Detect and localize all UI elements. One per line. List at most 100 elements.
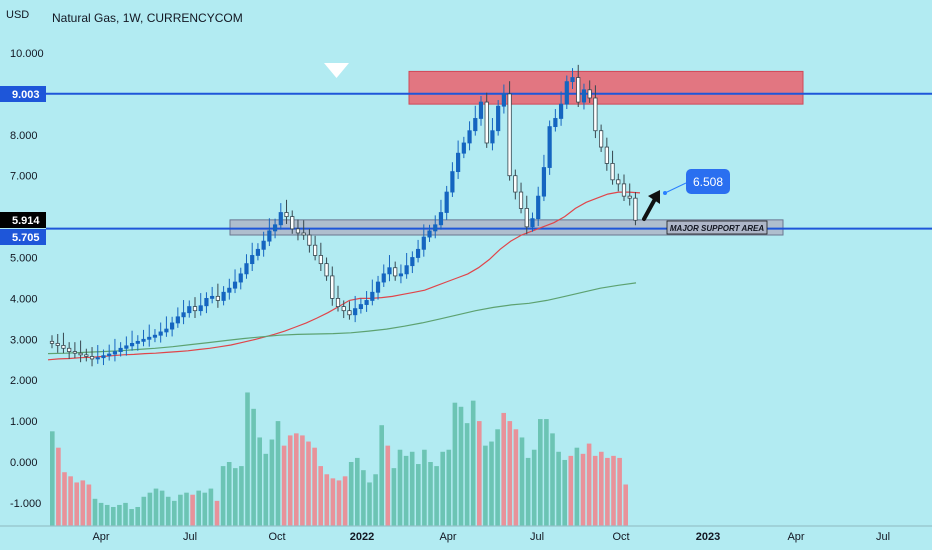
- time-tick-label: Jul: [876, 531, 890, 543]
- target-callout-line: [664, 182, 687, 194]
- volume-bar: [611, 455, 616, 526]
- time-tick-label: Oct: [268, 531, 285, 543]
- volume-bar: [592, 455, 598, 526]
- chart-title[interactable]: Natural Gas, 1W, CURRENCYCOM: [52, 11, 243, 25]
- candle: [107, 344, 112, 361]
- candle: [530, 212, 535, 232]
- candle: [398, 264, 404, 284]
- volume-bar: [257, 437, 262, 526]
- candle: [267, 218, 272, 247]
- volume-bar: [281, 445, 287, 526]
- volume-bar: [184, 492, 189, 526]
- volume-bar: [513, 429, 519, 526]
- candle: [358, 298, 363, 314]
- volume-bar: [452, 402, 458, 526]
- candle: [129, 330, 135, 351]
- candle: [381, 264, 386, 287]
- volume-bar: [324, 474, 330, 526]
- volume-bar: [312, 447, 317, 526]
- candle: [621, 174, 627, 202]
- current-price-badge[interactable]: 5.914: [0, 212, 46, 228]
- volume-bar: [586, 443, 592, 526]
- candle: [250, 242, 255, 271]
- candle: [513, 169, 518, 200]
- volume-bar: [129, 509, 134, 526]
- candle: [581, 83, 587, 110]
- candle: [478, 95, 484, 126]
- candle: [170, 316, 175, 337]
- volume-bar: [519, 437, 525, 526]
- volume-bar: [538, 419, 543, 526]
- volume-bar: [50, 431, 55, 526]
- volume-bar: [562, 459, 567, 526]
- candle: [78, 340, 83, 363]
- volume-bar: [440, 451, 445, 526]
- volume-bar: [416, 464, 421, 526]
- candle: [518, 182, 524, 214]
- volume-bar: [574, 447, 580, 526]
- candle: [507, 81, 512, 181]
- time-axis[interactable]: Apr Jul Oct 2022 Apr Jul Oct 2023 Apr Jul: [92, 531, 890, 543]
- price-tick-label: 0.000: [10, 457, 38, 469]
- volume-bar: [147, 492, 153, 526]
- current-price-text: 5.914: [12, 215, 40, 227]
- candle: [101, 349, 106, 366]
- candle: [553, 109, 558, 132]
- volume-bar: [306, 441, 311, 526]
- candle: [375, 275, 381, 300]
- candle: [496, 100, 501, 136]
- candle: [164, 316, 169, 337]
- candle: [484, 92, 489, 148]
- support-price-badge[interactable]: 5.705: [0, 229, 46, 245]
- candle: [141, 329, 146, 347]
- volume-bar: [92, 498, 98, 526]
- volume-bar: [214, 500, 220, 526]
- zones-layer: [229, 70, 804, 236]
- candle: [410, 251, 415, 274]
- price-tick-label: 7.000: [10, 171, 38, 183]
- volume-bar: [56, 447, 61, 526]
- volume-bar: [525, 457, 531, 526]
- target-price-badge[interactable]: 6.508: [686, 169, 730, 194]
- triangle-down-marker: [324, 63, 349, 78]
- candle: [147, 324, 152, 347]
- candle: [347, 301, 352, 320]
- candle: [633, 192, 638, 226]
- volume-bar: [501, 412, 506, 526]
- candle: [536, 186, 541, 227]
- candle: [67, 342, 72, 359]
- price-tick-label: 5.000: [10, 253, 38, 265]
- candle: [204, 292, 209, 314]
- volume-bar: [428, 462, 433, 526]
- candle: [255, 243, 261, 261]
- candle: [124, 336, 129, 356]
- price-tick-label: 2.000: [10, 375, 38, 387]
- candle: [313, 235, 318, 261]
- candle: [421, 224, 426, 257]
- price-axis[interactable]: 10.0009.0008.0007.0006.0005.0004.0003.00…: [10, 48, 44, 510]
- volume-bar: [117, 504, 122, 526]
- candle: [524, 195, 529, 235]
- candle: [318, 242, 323, 271]
- candle: [221, 286, 226, 306]
- volume-bar: [385, 445, 391, 526]
- currency-label: USD: [6, 9, 29, 21]
- support-price-text: 5.705: [12, 232, 40, 244]
- support-zone[interactable]: [229, 219, 784, 236]
- volume-bar: [470, 400, 476, 526]
- candle: [55, 333, 60, 353]
- volume-bar: [403, 455, 409, 526]
- candle: [627, 183, 632, 206]
- resistance-zone[interactable]: [408, 70, 804, 105]
- volume-bar: [544, 419, 549, 526]
- price-tick-label: 10.000: [10, 48, 44, 60]
- volume-bar: [367, 482, 372, 526]
- volume-bar: [111, 506, 116, 526]
- time-tick-label: Apr: [439, 531, 456, 543]
- candle: [404, 253, 409, 279]
- volume-bar: [263, 453, 269, 526]
- resistance-price-badge[interactable]: 9.003: [0, 86, 46, 102]
- candle: [89, 347, 95, 367]
- volume-bar: [62, 472, 67, 526]
